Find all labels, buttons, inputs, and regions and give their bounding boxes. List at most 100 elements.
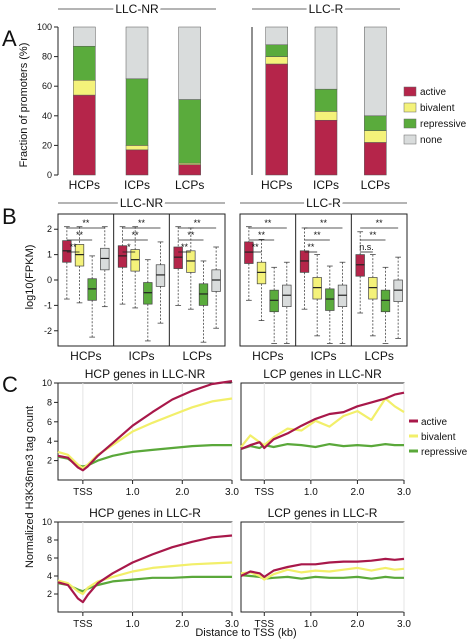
y-tick-label: 40	[42, 111, 52, 121]
bar-repressive	[364, 115, 387, 131]
significance-label: **	[138, 218, 146, 228]
significance-label: **	[181, 242, 189, 252]
category-label: HCPs	[261, 178, 292, 192]
series-line-active	[240, 391, 405, 451]
significance-label: **	[194, 218, 202, 228]
bar-bivalent	[314, 111, 338, 121]
series-line-bivalent	[57, 397, 233, 470]
y-tick-label: 4	[47, 436, 52, 446]
x-tick-label: 1.0	[304, 487, 318, 498]
bar-repressive	[73, 45, 96, 81]
y-tick-label: 4	[47, 571, 52, 581]
panel-a-ylabel: Fraction of promoters (%)	[18, 43, 30, 168]
legend-label: repressive	[421, 447, 468, 458]
y-tick-label: 100	[37, 22, 52, 32]
legend-swatch-active	[403, 86, 417, 97]
x-tick-label: 3.0	[397, 487, 411, 498]
y-tick-label: 2	[47, 456, 52, 466]
bar-bivalent	[364, 130, 387, 143]
significance-label: **	[132, 230, 140, 240]
category-label: LCPs	[175, 178, 204, 192]
legend-label: none	[420, 135, 443, 146]
category-label: ICPs	[124, 178, 150, 192]
x-tick-label: TSS	[255, 487, 275, 498]
bar-active	[73, 94, 96, 176]
box-none	[393, 279, 403, 302]
box-repressive	[143, 282, 153, 305]
bar-repressive	[178, 99, 201, 164]
legend-label: repressive	[420, 119, 467, 130]
box-repressive	[380, 289, 391, 313]
bar-none	[314, 26, 338, 90]
y-tick-label: 80	[42, 52, 52, 62]
significance-label: **	[258, 230, 266, 240]
significance-label: **	[369, 230, 377, 240]
bar-bivalent	[125, 145, 149, 151]
legend-label: active	[420, 87, 447, 98]
panel-label-a: A	[2, 26, 17, 51]
group-label: HCPs	[252, 349, 283, 363]
bar-active	[178, 164, 201, 176]
y-tick-label: 0	[47, 170, 52, 180]
x-tick-label: 3.0	[397, 619, 411, 630]
significance-label: **	[376, 218, 384, 228]
legend-label: bivalent	[421, 432, 456, 443]
series-line-active	[57, 534, 233, 604]
box-bivalent	[256, 261, 267, 285]
legend-label: bivalent	[420, 103, 455, 114]
chart-title: LLC-NR	[120, 196, 164, 210]
y-tick-label: 0	[47, 275, 52, 285]
chart-title: HCP genes in LLC-NR	[85, 367, 206, 381]
box-active	[299, 250, 310, 273]
significance-label: n.s.	[359, 242, 374, 252]
y-tick-label: 8	[47, 535, 52, 545]
bar-none	[125, 26, 149, 80]
group-label: ICPs	[310, 349, 336, 363]
chart-title: LLC-NR	[115, 2, 159, 16]
bar-none	[178, 26, 201, 100]
x-tick-label: 1.0	[126, 487, 140, 498]
bar-active	[314, 119, 338, 176]
panel-c: HCP genes in LLC-NR TSS 1.0 2.0 3.0 2 4 6 8 10 act…	[42, 367, 468, 630]
box-bivalent	[74, 244, 85, 267]
bar-repressive	[125, 78, 149, 146]
box-none	[282, 284, 292, 308]
group-label: LCPs	[364, 349, 393, 363]
panel-c-ylabel: Normalized H3K36me3 tag count	[24, 406, 36, 568]
bar-active	[125, 149, 149, 176]
significance-label: **	[252, 242, 260, 252]
x-tick-label: TSS	[73, 619, 93, 630]
significance-label: **	[187, 230, 195, 240]
bar-none	[73, 26, 96, 47]
x-tick-label: 2.0	[175, 487, 189, 498]
box-active	[62, 240, 72, 263]
x-tick-label: 2.0	[350, 487, 364, 498]
panel-a: LLC-NR 0 20 40 60 80 100 HCPs ICPs LCPs LLC-R HCPs I…	[37, 0, 467, 192]
y-tick-label: 10	[42, 517, 52, 527]
y-tick-label: 10	[42, 378, 52, 388]
panel-c-xlabel: Distance to TSS (kb)	[195, 627, 296, 639]
series-line-bivalent	[240, 566, 405, 581]
y-tick-label: 60	[42, 81, 52, 91]
x-tick-label: 1.0	[126, 619, 140, 630]
significance-label: **	[82, 218, 90, 228]
y-tick-label: 6	[47, 417, 52, 427]
chart-title: LLC-R	[309, 2, 344, 16]
box-none	[337, 284, 348, 308]
box-bivalent	[130, 249, 140, 272]
panel-label-c: C	[2, 372, 18, 397]
box-none	[100, 247, 110, 271]
y-tick-label: 20	[42, 140, 52, 150]
y-tick-label: 8	[47, 397, 52, 407]
box-active	[173, 246, 183, 269]
significance-label: **	[76, 230, 84, 240]
chart-title: LCP genes in LLC-R	[268, 506, 378, 520]
box-bivalent	[186, 250, 196, 273]
y-tick-label: 6	[47, 553, 52, 563]
panel-label-b: B	[2, 204, 17, 229]
x-tick-label: TSS	[255, 619, 275, 630]
bar-active	[364, 142, 387, 176]
box-none	[155, 264, 166, 287]
group-label: ICPs	[128, 349, 154, 363]
